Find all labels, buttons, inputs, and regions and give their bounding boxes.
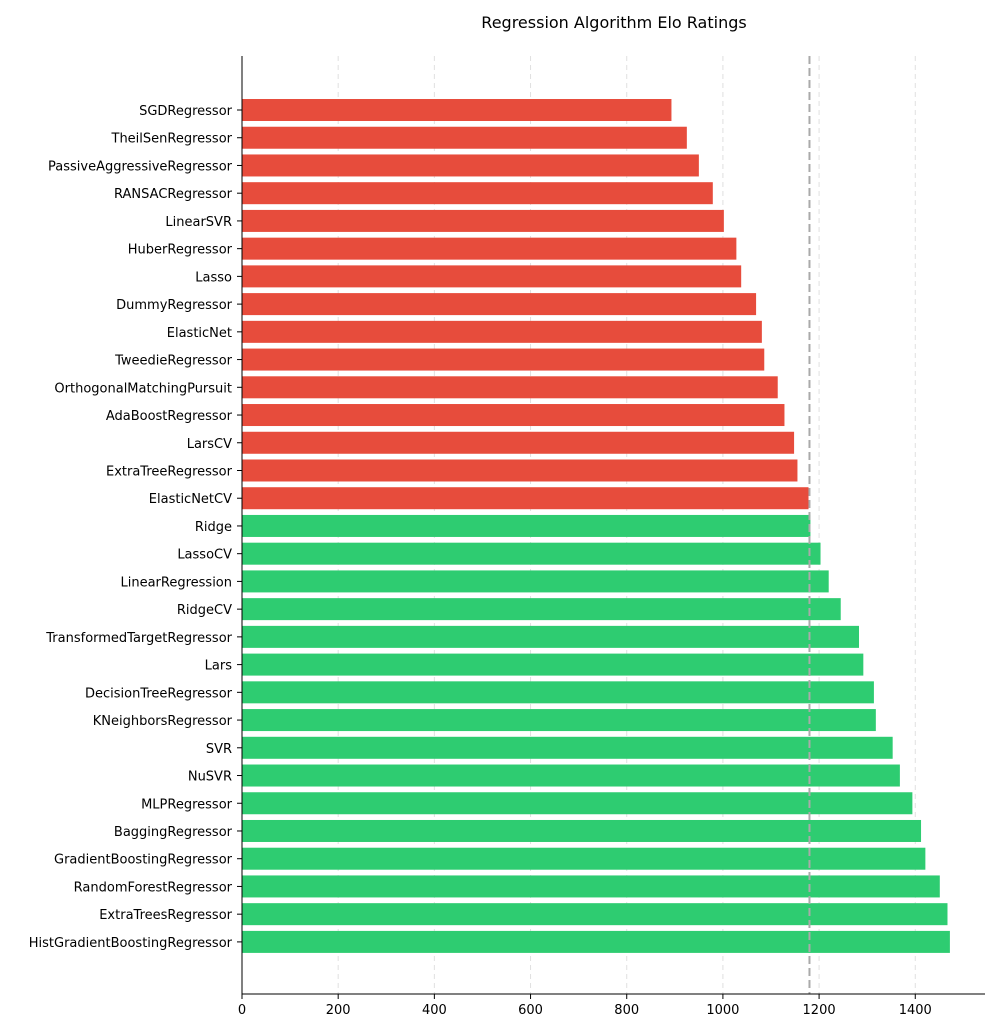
category-label: GradientBoostingRegressor — [54, 853, 233, 868]
chart-title: Regression Algorithm Elo Ratings — [481, 13, 746, 32]
category-label: RANSACRegressor — [114, 187, 233, 202]
bar — [242, 154, 699, 177]
category-label: TheilSenRegressor — [111, 132, 233, 147]
category-label: ExtraTreeRegressor — [106, 464, 233, 479]
bar — [242, 99, 672, 121]
bar — [242, 681, 874, 704]
x-tick-label: 800 — [614, 1003, 639, 1018]
bar — [242, 265, 742, 288]
category-label: Ridge — [195, 520, 232, 535]
bars — [242, 99, 950, 953]
category-label: HuberRegressor — [128, 243, 233, 258]
axes — [237, 56, 985, 999]
bar — [242, 431, 795, 454]
x-tick-label: 1000 — [706, 1003, 739, 1018]
bar — [242, 709, 876, 732]
category-label: RidgeCV — [177, 603, 232, 618]
category-label: ExtraTreesRegressor — [99, 908, 232, 923]
bar — [242, 930, 950, 953]
category-label: NuSVR — [188, 770, 232, 785]
bar — [242, 764, 900, 787]
category-label: SGDRegressor — [139, 104, 233, 119]
bar — [242, 792, 913, 815]
category-label: PassiveAggressiveRegressor — [48, 159, 233, 174]
bar — [242, 237, 737, 260]
x-tick-label: 200 — [326, 1003, 351, 1018]
category-label: TweedieRegressor — [114, 354, 233, 369]
bar — [242, 514, 811, 537]
category-label: SVR — [206, 742, 232, 757]
category-label: RandomForestRegressor — [74, 880, 233, 895]
bar — [242, 182, 713, 205]
bar — [242, 875, 940, 898]
bar — [242, 570, 829, 593]
bar — [242, 459, 798, 482]
bar — [242, 819, 922, 842]
bar — [242, 903, 948, 926]
category-label: ElasticNet — [167, 326, 232, 341]
category-label: DummyRegressor — [116, 298, 233, 313]
x-tick-label: 1200 — [803, 1003, 836, 1018]
x-tick-label: 0 — [238, 1003, 246, 1018]
bar — [242, 404, 785, 427]
bar — [242, 736, 893, 759]
bar — [242, 348, 765, 371]
x-tick-label: 1400 — [899, 1003, 932, 1018]
bar — [242, 653, 864, 676]
category-label: LinearSVR — [165, 215, 232, 230]
category-label: LassoCV — [177, 548, 232, 563]
category-label: OrthogonalMatchingPursuit — [54, 381, 232, 396]
bar — [242, 376, 778, 399]
bar — [242, 320, 762, 343]
category-label: HistGradientBoostingRegressor — [29, 936, 233, 951]
category-label: DecisionTreeRegressor — [85, 686, 233, 701]
x-tick-label: 400 — [422, 1003, 447, 1018]
bar — [242, 625, 860, 648]
category-label: ElasticNetCV — [149, 492, 232, 507]
category-label: LinearRegression — [120, 575, 232, 590]
bar — [242, 293, 757, 316]
bar — [242, 209, 724, 232]
bar — [242, 542, 821, 565]
bar — [242, 847, 926, 870]
category-label: TransformedTargetRegressor — [45, 631, 232, 646]
bar — [242, 598, 841, 621]
category-label: Lars — [205, 659, 233, 674]
x-tick-labels: 0 200 400 600 800 1000 1200 1400 — [238, 1003, 932, 1018]
x-tick-label: 600 — [518, 1003, 543, 1018]
bar — [242, 487, 809, 510]
bar — [242, 126, 687, 149]
category-label: AdaBoostRegressor — [106, 409, 233, 424]
category-label: BaggingRegressor — [114, 825, 233, 840]
category-label: MLPRegressor — [141, 797, 233, 812]
category-label: KNeighborsRegressor — [93, 714, 233, 729]
category-label: Lasso — [195, 270, 232, 285]
category-labels: SGDRegressor TheilSenRegressor PassiveAggr… — [29, 104, 233, 951]
category-label: LarsCV — [187, 437, 232, 452]
